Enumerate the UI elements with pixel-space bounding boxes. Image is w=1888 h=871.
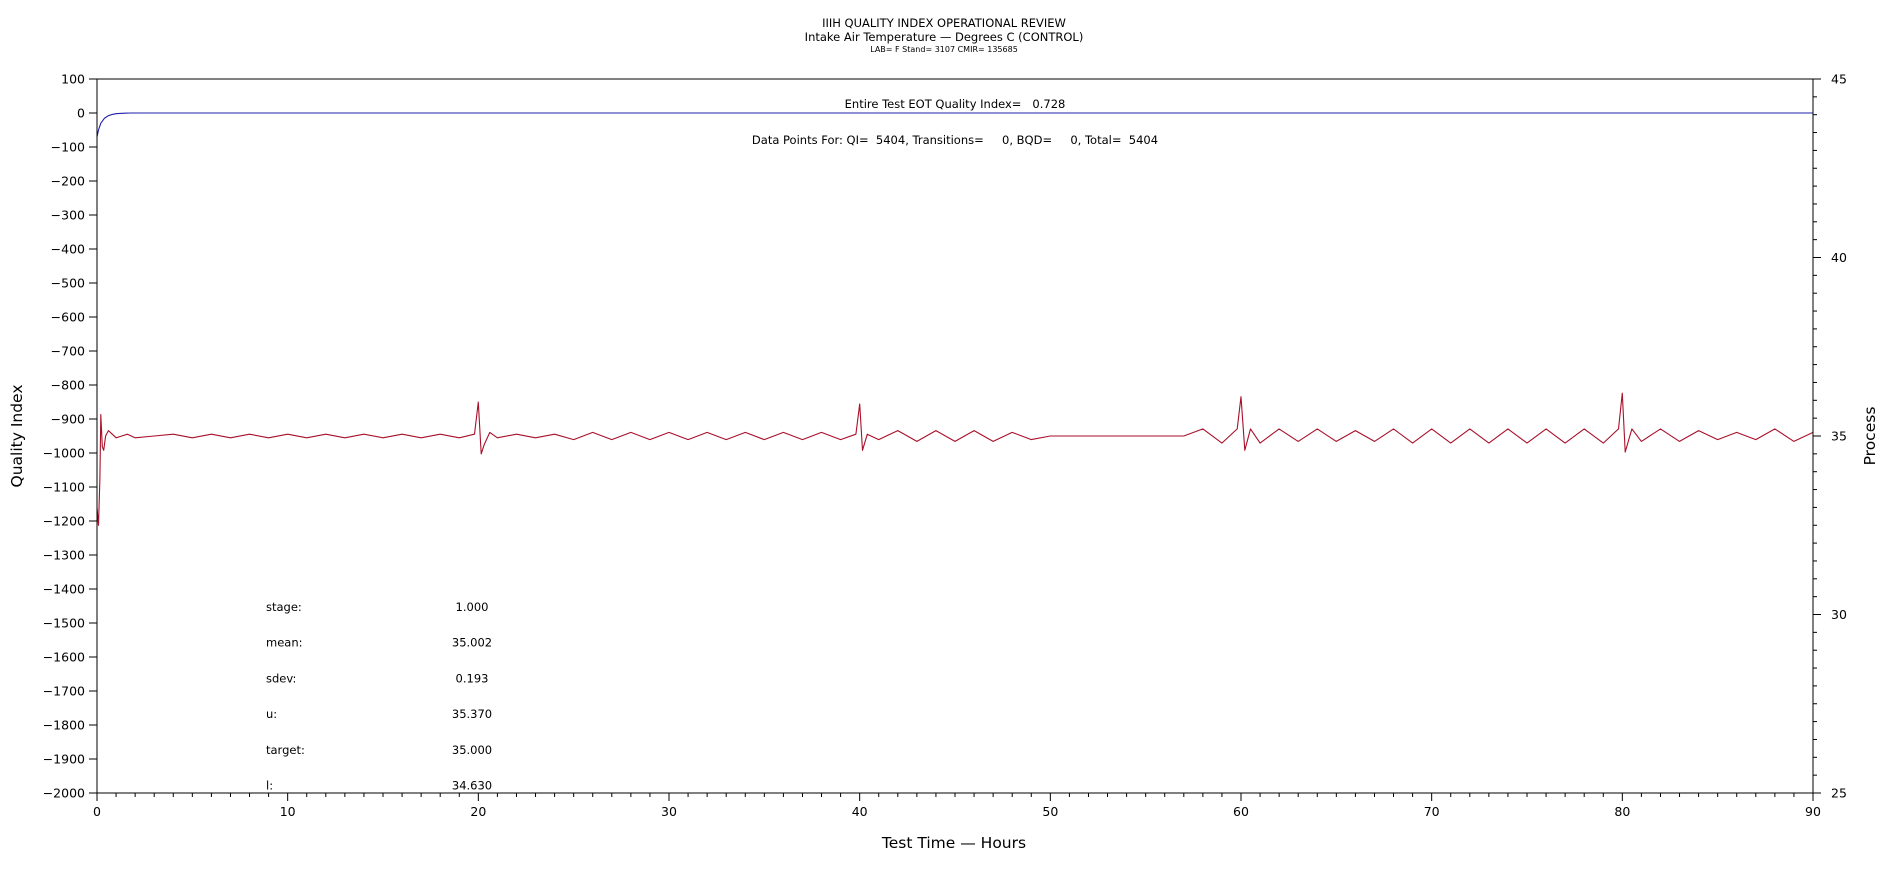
stat-value: 1.000 bbox=[456, 600, 489, 614]
stat-value: 35.002 bbox=[452, 636, 492, 650]
y-tick-label: −1000 bbox=[43, 446, 85, 461]
y-tick-label: −1300 bbox=[43, 548, 85, 563]
x-tick-label: 10 bbox=[280, 804, 296, 819]
data-points-annotation: Data Points For: QI= 5404, Transitions= … bbox=[752, 133, 1158, 147]
y-tick-label: −900 bbox=[51, 412, 85, 427]
stat-label: mean: bbox=[266, 636, 303, 650]
x-tick-label: 70 bbox=[1424, 804, 1440, 819]
y-tick-label: −1500 bbox=[43, 616, 85, 631]
stat-label: u: bbox=[266, 707, 277, 721]
y-axis-label: Quality Index bbox=[8, 385, 26, 488]
chart-subtitle-2: LAB= F Stand= 3107 CMIR= 135685 bbox=[870, 45, 1018, 54]
y-tick-label: −1200 bbox=[43, 514, 85, 529]
y2-tick-label: 25 bbox=[1831, 786, 1847, 801]
series-layer bbox=[96, 112, 1814, 526]
y-tick-label: 0 bbox=[77, 106, 85, 121]
y2-axis-label: Process bbox=[1861, 407, 1879, 466]
y-tick-label: −700 bbox=[51, 344, 85, 359]
x-tick-label: 40 bbox=[852, 804, 868, 819]
stat-label: stage: bbox=[266, 600, 302, 614]
series-line-2 bbox=[96, 392, 1814, 526]
x-tick-label: 30 bbox=[661, 804, 677, 819]
y-tick-label: −500 bbox=[51, 276, 85, 291]
x-tick-label: 20 bbox=[470, 804, 486, 819]
stat-value: 35.370 bbox=[452, 707, 492, 721]
y2-tick-label: 35 bbox=[1831, 429, 1847, 444]
stat-label: l: bbox=[266, 779, 273, 793]
x-tick-label: 90 bbox=[1805, 804, 1821, 819]
stat-value: 34.630 bbox=[452, 779, 492, 793]
y-tick-label: −1600 bbox=[43, 650, 85, 665]
y-tick-label: −1900 bbox=[43, 752, 85, 767]
y-tick-label: −600 bbox=[51, 310, 85, 325]
tick-layer: 0 10 20 30 40 50 60 70 80 90 100 0 −100 −200 −300 −400 −… bbox=[43, 72, 1847, 820]
y-tick-label: −200 bbox=[51, 174, 85, 189]
y2-tick-label: 45 bbox=[1831, 72, 1847, 87]
x-tick-label: 50 bbox=[1042, 804, 1058, 819]
plot-frame bbox=[96, 78, 1814, 794]
x-tick-label: 0 bbox=[93, 804, 101, 819]
y2-tick-label: 30 bbox=[1831, 607, 1847, 622]
eot-quality-index-annotation: Entire Test EOT Quality Index= 0.728 bbox=[845, 97, 1066, 111]
y-tick-label: −1100 bbox=[43, 480, 85, 495]
stats-block: stage: 1.000 mean: 35.002 sdev: 0.193 u: 35.370… bbox=[266, 600, 492, 793]
y-tick-label: −1700 bbox=[43, 684, 85, 699]
stat-value: 35.000 bbox=[452, 743, 492, 757]
y-tick-label: 100 bbox=[61, 72, 85, 87]
y2-tick-label: 40 bbox=[1831, 250, 1847, 265]
x-axis-label: Test Time — Hours bbox=[881, 834, 1026, 852]
y-tick-label: −2000 bbox=[43, 786, 85, 801]
stat-label: target: bbox=[266, 743, 305, 757]
x-tick-label: 80 bbox=[1614, 804, 1630, 819]
y-tick-label: −800 bbox=[51, 378, 85, 393]
y-tick-label: −1400 bbox=[43, 582, 85, 597]
x-tick-label: 60 bbox=[1233, 804, 1249, 819]
stat-value: 0.193 bbox=[456, 671, 489, 685]
y-tick-label: −300 bbox=[51, 208, 85, 223]
y-tick-label: −400 bbox=[51, 242, 85, 257]
chart-subtitle: Intake Air Temperature — Degrees C (CONT… bbox=[804, 30, 1084, 44]
y-tick-label: −100 bbox=[51, 140, 85, 155]
chart-title: IIIH QUALITY INDEX OPERATIONAL REVIEW bbox=[822, 16, 1066, 30]
stat-label: sdev: bbox=[266, 671, 296, 685]
y-tick-label: −1800 bbox=[43, 718, 85, 733]
series-line-1 bbox=[96, 112, 1813, 137]
